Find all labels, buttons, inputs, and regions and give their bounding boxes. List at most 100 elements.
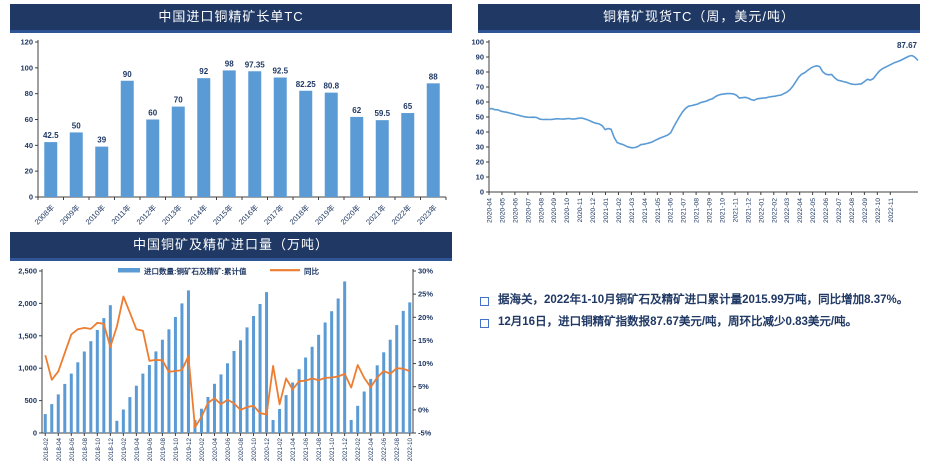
import-bar	[147, 365, 151, 433]
svg-text:2021年: 2021年	[363, 202, 388, 227]
tc-year-bar	[299, 90, 313, 197]
import-bar	[141, 373, 145, 433]
import-bar	[50, 404, 54, 433]
svg-text:2009年: 2009年	[57, 202, 82, 227]
svg-text:2018-02: 2018-02	[43, 438, 50, 462]
svg-text:2022-08: 2022-08	[394, 438, 401, 462]
import-bar	[278, 409, 282, 433]
svg-text:90: 90	[476, 53, 484, 62]
svg-text:2021-01: 2021-01	[603, 198, 610, 223]
tc-year-bar	[95, 146, 109, 197]
import-bar	[317, 334, 321, 433]
import-bar	[284, 395, 288, 433]
tc-year-bar	[197, 78, 211, 197]
tc-year-bar	[248, 71, 262, 197]
svg-text:90: 90	[123, 70, 132, 79]
import-bar	[362, 391, 366, 433]
import-bar	[349, 420, 353, 433]
svg-text:2020-05: 2020-05	[499, 198, 506, 223]
svg-text:2021-05: 2021-05	[655, 198, 662, 223]
note-text-index: 12月16日，进口铜精矿指数报87.67美元/吨，周环比减少0.83美元/吨。	[498, 316, 858, 328]
spot-tc-line	[488, 54, 919, 149]
tc-year-bar	[171, 106, 185, 197]
svg-text:10: 10	[476, 173, 484, 182]
import-bar	[69, 373, 73, 433]
svg-text:进口数量:铜矿石及精矿:累计值: 进口数量:铜矿石及精矿:累计值	[144, 266, 247, 276]
svg-text:2022-10: 2022-10	[407, 438, 414, 462]
svg-text:2019-02: 2019-02	[121, 438, 128, 462]
svg-text:2018-10: 2018-10	[95, 438, 102, 462]
svg-text:2020-12: 2020-12	[590, 198, 597, 223]
notes-panel: 据海关，2022年1-10月铜矿石及精矿进口累计量2015.99万吨，同比增加8…	[478, 293, 930, 337]
tc-year-bar	[324, 92, 338, 197]
import-bar	[56, 394, 60, 433]
svg-text:39: 39	[97, 136, 106, 145]
line-chart-spot-tc: 0 10 20 30 40 50 60 70 80 90 100 2020-04 2020-05 2020…	[471, 38, 919, 223]
svg-text:2021-08: 2021-08	[694, 198, 701, 223]
svg-text:62: 62	[352, 106, 361, 115]
svg-text:1,000: 1,000	[18, 364, 37, 373]
svg-text:30%: 30%	[418, 267, 433, 276]
import-bar	[291, 382, 295, 433]
svg-text:70: 70	[476, 83, 484, 92]
svg-text:2019-04: 2019-04	[134, 438, 141, 462]
svg-text:59.5: 59.5	[374, 109, 390, 118]
tc-year-bar	[69, 132, 83, 197]
import-bar	[232, 351, 236, 433]
svg-text:2021-09: 2021-09	[707, 198, 714, 223]
import-bar	[330, 311, 334, 433]
svg-text:92.5: 92.5	[272, 67, 288, 76]
svg-text:42.5: 42.5	[43, 131, 59, 140]
svg-text:80: 80	[476, 68, 484, 77]
svg-text:2018-06: 2018-06	[69, 438, 76, 462]
svg-text:2020-12: 2020-12	[264, 438, 271, 462]
svg-text:2020-11: 2020-11	[577, 198, 584, 223]
tc-year-bar	[426, 83, 440, 197]
svg-text:40: 40	[25, 141, 33, 150]
svg-text:2019年: 2019年	[312, 202, 337, 227]
svg-text:80.8: 80.8	[323, 82, 339, 91]
svg-text:40: 40	[476, 128, 484, 137]
chart-title-spot-tc: 铜精矿现货TC（周，美元/吨）	[478, 4, 920, 33]
tc-year-bar	[375, 120, 389, 197]
tc-year-bar	[273, 77, 287, 197]
svg-text:100: 100	[20, 63, 33, 72]
svg-text:-5%: -5%	[418, 429, 432, 438]
svg-text:2018-12: 2018-12	[108, 438, 115, 462]
svg-text:2021-04: 2021-04	[642, 198, 649, 223]
import-bar	[388, 339, 392, 433]
tc-year-bar	[44, 142, 58, 197]
svg-text:2,500: 2,500	[18, 267, 37, 276]
import-bar	[245, 327, 249, 433]
tc-year-bar	[401, 113, 415, 197]
svg-text:60: 60	[476, 98, 484, 107]
note-item-index: 12月16日，进口铜精矿指数报87.67美元/吨，周环比减少0.83美元/吨。	[478, 315, 930, 330]
svg-text:2020-08: 2020-08	[238, 438, 245, 462]
svg-text:0: 0	[29, 193, 33, 202]
import-bar	[258, 304, 262, 433]
svg-text:15%: 15%	[418, 336, 433, 345]
import-bar	[89, 341, 93, 433]
import-bar	[336, 298, 340, 433]
svg-text:2021-12: 2021-12	[342, 438, 349, 462]
import-bar	[369, 378, 373, 433]
svg-text:2018年: 2018年	[287, 202, 312, 227]
svg-text:2013年: 2013年	[159, 202, 184, 227]
svg-text:2022-06: 2022-06	[381, 438, 388, 462]
svg-text:0: 0	[480, 188, 484, 197]
svg-text:1,500: 1,500	[18, 331, 37, 340]
svg-text:92: 92	[199, 67, 208, 76]
yoy-line	[44, 295, 411, 429]
svg-text:2021-06: 2021-06	[303, 438, 310, 462]
import-bar	[167, 329, 171, 433]
svg-text:20: 20	[25, 167, 33, 176]
svg-text:2020-02: 2020-02	[199, 438, 206, 462]
svg-text:2020年: 2020年	[338, 202, 363, 227]
svg-text:2020-04: 2020-04	[487, 198, 494, 223]
svg-text:98: 98	[225, 59, 234, 68]
import-bar	[95, 330, 99, 433]
svg-text:2019-12: 2019-12	[186, 438, 193, 462]
svg-text:60: 60	[25, 115, 33, 124]
svg-text:2021-10: 2021-10	[720, 198, 727, 223]
last-value-label: 87.67	[897, 41, 918, 50]
